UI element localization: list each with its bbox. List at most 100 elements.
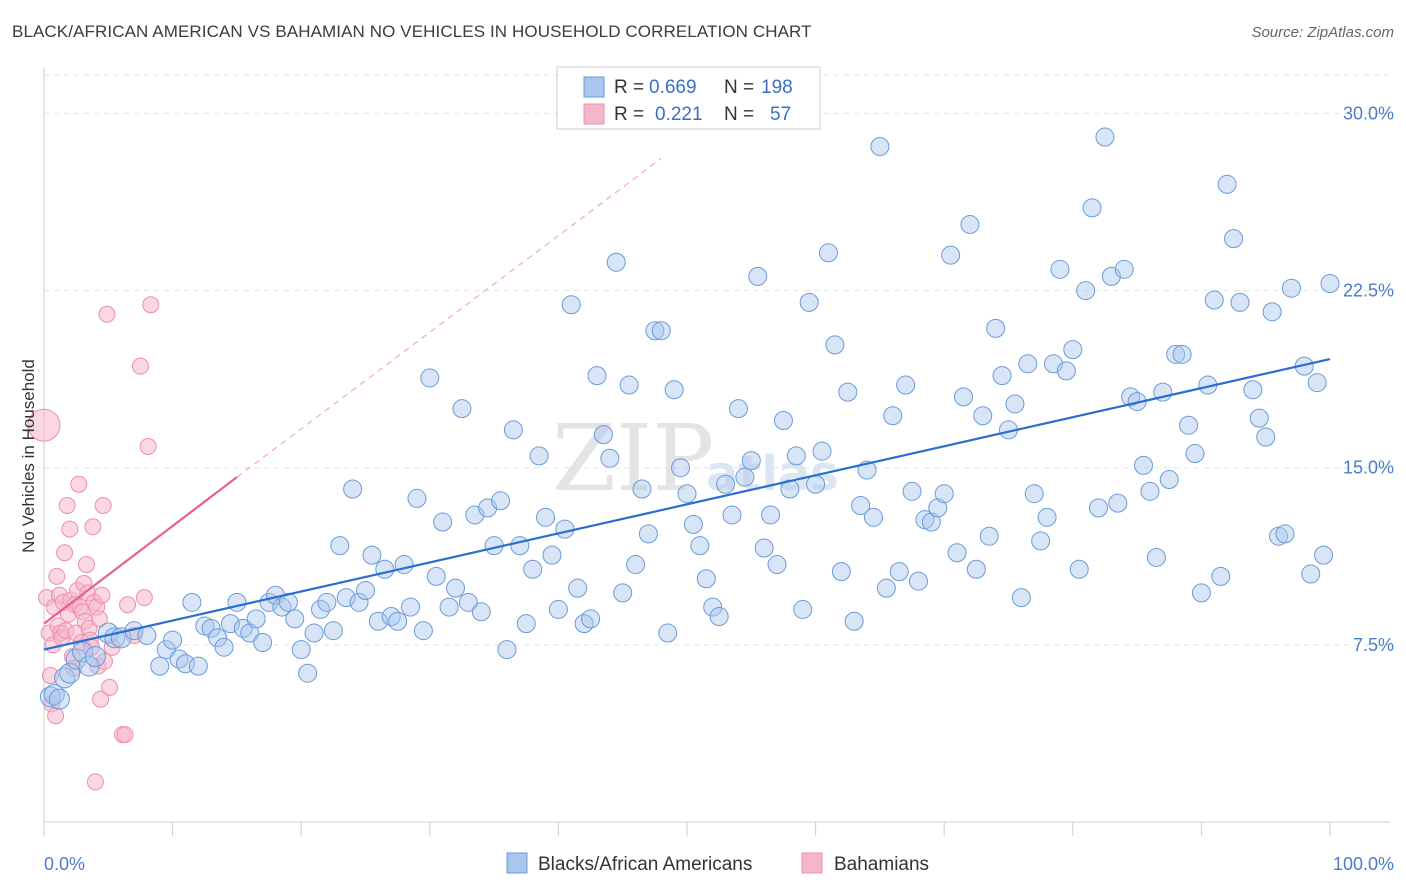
black-point: [1249, 408, 1269, 428]
black-point: [960, 214, 980, 234]
black-point: [407, 488, 427, 508]
trend-lines: [43, 157, 1331, 651]
black-point: [1320, 273, 1340, 293]
black-point: [433, 512, 453, 532]
bahamian-point: [84, 518, 102, 536]
black-point: [1134, 455, 1154, 475]
black-point: [581, 609, 601, 629]
black-point: [182, 592, 202, 612]
bahamian-point: [116, 726, 134, 744]
bahamian-point: [93, 586, 111, 604]
black-point: [1095, 127, 1115, 147]
black-point: [1108, 493, 1128, 513]
source-label: Source: ZipAtlas.com: [1251, 24, 1394, 41]
y-tick-label-0: 7.5%: [1353, 635, 1394, 655]
black-point: [709, 607, 729, 627]
black-point: [793, 599, 813, 619]
black-point: [748, 266, 768, 286]
black-point: [645, 321, 665, 341]
black-point: [401, 597, 421, 617]
black-point: [1230, 292, 1250, 312]
black-point: [825, 335, 845, 355]
black-point: [1050, 259, 1070, 279]
black-point: [896, 375, 916, 395]
bahamian-point: [142, 296, 160, 314]
y-tick-labels: 7.5% 15.0% 22.5% 30.0%: [1343, 103, 1394, 654]
black-point: [1018, 354, 1038, 374]
black-point: [613, 583, 633, 603]
black-point: [388, 611, 408, 631]
black-point: [497, 640, 517, 660]
black-point: [568, 578, 588, 598]
black-point: [1314, 545, 1334, 565]
black-point: [394, 555, 414, 575]
black-point: [671, 458, 691, 478]
black-point: [471, 602, 491, 622]
black-point: [979, 526, 999, 546]
black-point: [735, 467, 755, 487]
black-point: [208, 628, 228, 648]
black-point: [908, 571, 928, 591]
black-point: [1275, 524, 1295, 544]
x-tick-label-max: 100.0%: [1333, 854, 1394, 874]
black-point: [626, 555, 646, 575]
black-point: [1191, 583, 1211, 603]
black-point: [246, 609, 266, 629]
black-point: [413, 621, 433, 641]
black-point: [1076, 281, 1096, 301]
black-point: [722, 505, 742, 525]
black-point: [1089, 498, 1109, 518]
black-point: [220, 614, 240, 634]
black-point: [39, 686, 61, 708]
bahamian-point: [119, 596, 137, 614]
black-point: [677, 484, 697, 504]
bahamian-point: [98, 305, 116, 323]
black-point: [163, 630, 183, 650]
black-point: [696, 569, 716, 589]
stats-legend-swatch-blue: [583, 76, 605, 98]
black-point: [683, 514, 703, 534]
bahamian-point: [61, 520, 79, 538]
black-point: [1159, 470, 1179, 490]
black-point: [806, 474, 826, 494]
bahamian-points: [27, 296, 160, 791]
black-point: [510, 536, 530, 556]
black-point: [741, 451, 761, 471]
stats-n-label-2: N =: [724, 104, 754, 125]
black-point: [1063, 340, 1083, 360]
black-point: [298, 663, 318, 683]
black-point: [761, 505, 781, 525]
black-trend-line: [43, 357, 1331, 651]
black-point: [593, 425, 613, 445]
black-point: [253, 632, 273, 652]
black-point: [966, 559, 986, 579]
watermark-zip: ZIP: [552, 405, 714, 512]
stats-n-value-1: 198: [761, 77, 793, 98]
black-point: [883, 406, 903, 426]
black-point: [664, 380, 684, 400]
black-point: [786, 446, 806, 466]
black-point: [1224, 229, 1244, 249]
black-point: [658, 623, 678, 643]
black-point: [1204, 290, 1224, 310]
black-point: [1256, 427, 1276, 447]
bahamian-point: [131, 357, 149, 375]
series-legend: Blacks/African Americans Bahamians: [506, 852, 929, 875]
bahamian-point: [70, 475, 88, 493]
black-point: [59, 662, 81, 684]
black-point: [240, 623, 260, 643]
black-point: [921, 512, 941, 532]
black-point: [336, 588, 356, 608]
black-point: [1031, 531, 1051, 551]
black-point: [523, 559, 543, 579]
black-point: [1011, 588, 1031, 608]
black-point: [600, 448, 620, 468]
black-point: [1211, 566, 1231, 586]
black-point: [863, 507, 883, 527]
black-point: [561, 295, 581, 315]
black-point: [201, 618, 221, 638]
black-point: [831, 562, 851, 582]
black-point: [844, 611, 864, 631]
bahamian-point: [77, 556, 95, 574]
